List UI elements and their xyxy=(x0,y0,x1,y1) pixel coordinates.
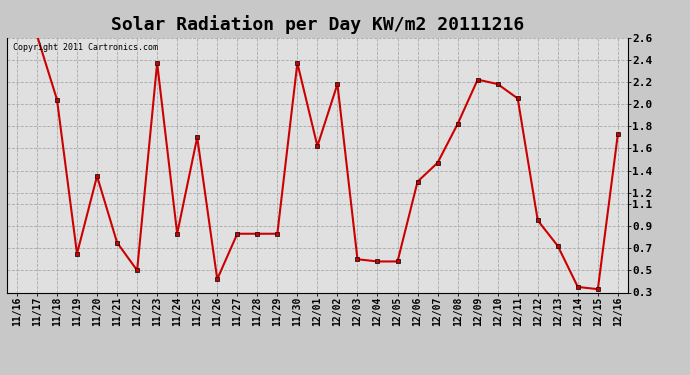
Text: Copyright 2011 Cartronics.com: Copyright 2011 Cartronics.com xyxy=(13,43,158,52)
Text: Solar Radiation per Day KW/m2 20111216: Solar Radiation per Day KW/m2 20111216 xyxy=(111,15,524,34)
